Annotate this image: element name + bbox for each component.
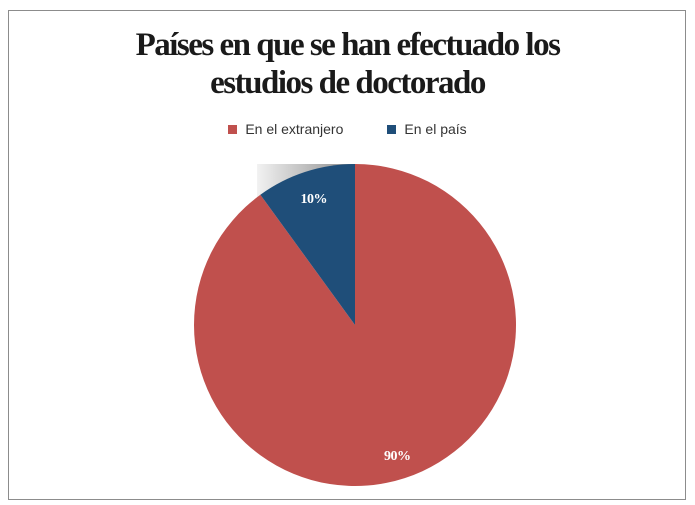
- data-label-extranjero: 90%: [384, 449, 411, 464]
- data-label-pais: 10%: [300, 192, 327, 207]
- legend-swatch-extranjero: [228, 124, 238, 134]
- legend-item-extranjero: En el extranjero: [228, 121, 343, 137]
- chart-title-line-1: Países en que se han efectuado los: [135, 27, 561, 63]
- legend-label-pais: En el país: [404, 121, 467, 137]
- legend-swatch-pais: [387, 124, 397, 134]
- chart-title-line-2: estudios de doctorado: [210, 65, 486, 101]
- pie-data-labels: 90% 10%: [300, 192, 411, 464]
- chart-title: Países en que se han efectuado los estud…: [0, 26, 695, 102]
- pie-slices: [193, 164, 516, 486]
- legend-item-pais: En el país: [387, 121, 467, 137]
- legend-label-extranjero: En el extranjero: [245, 121, 344, 137]
- pie-slice-pais: [260, 164, 355, 325]
- legend: En el extranjero En el país: [0, 121, 695, 137]
